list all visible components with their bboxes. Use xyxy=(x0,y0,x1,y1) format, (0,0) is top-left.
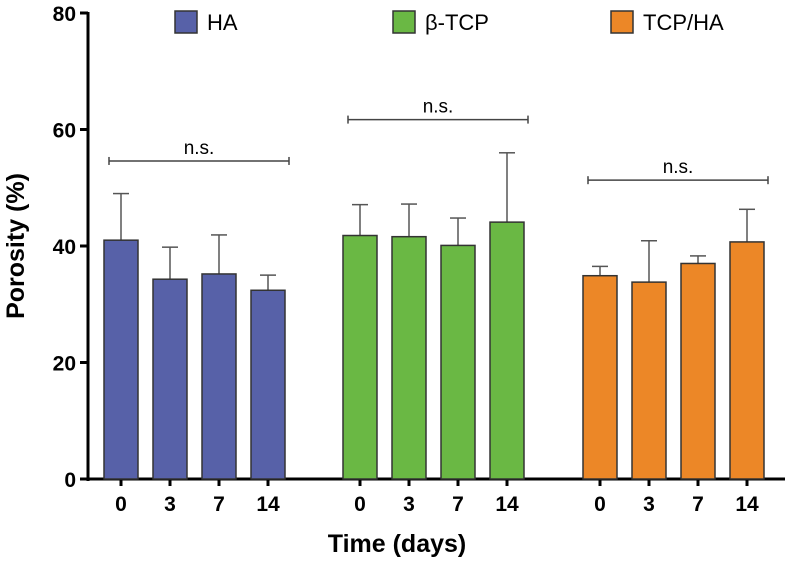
bar xyxy=(201,273,237,480)
y-tick-label: 60 xyxy=(53,120,76,143)
x-tick-label: 3 xyxy=(164,493,176,516)
bar xyxy=(103,239,139,480)
x-axis-label: Time (days) xyxy=(328,530,466,558)
bars: n.s. n.s. n.s. xyxy=(103,97,769,480)
y-axis-label: Porosity (%) xyxy=(2,173,30,319)
bar xyxy=(391,235,427,480)
y-tick-label: 0 xyxy=(64,469,76,492)
bar xyxy=(729,241,765,480)
legend-label: HA xyxy=(207,10,238,35)
legend-label: TCP/HA xyxy=(643,10,724,35)
bar xyxy=(631,281,667,480)
y-tick-label: 80 xyxy=(53,3,76,26)
bar xyxy=(440,244,476,480)
y-tick-label: 40 xyxy=(53,236,76,259)
y-tick-label: 20 xyxy=(53,353,76,376)
x-tick-label: 14 xyxy=(256,493,280,516)
bar xyxy=(582,274,618,480)
legend-swatch xyxy=(392,10,416,34)
bar xyxy=(680,262,716,480)
x-tick-label: 0 xyxy=(115,493,127,516)
x-tick-label: 3 xyxy=(403,493,415,516)
x-tick-label: 7 xyxy=(213,493,225,516)
x-tick-label: 3 xyxy=(643,493,655,516)
legend: HA β-TCP TCP/HA xyxy=(174,10,724,35)
x-tick-label: 0 xyxy=(354,493,366,516)
significance-label: n.s. xyxy=(423,97,454,118)
x-tick-label: 14 xyxy=(495,493,519,516)
significance-label: n.s. xyxy=(184,138,215,159)
x-tick-label: 7 xyxy=(692,493,704,516)
legend-label: β-TCP xyxy=(425,10,489,35)
x-tick-label: 0 xyxy=(594,493,606,516)
legend-swatch xyxy=(174,10,198,34)
bar xyxy=(152,278,188,480)
bar xyxy=(250,289,286,480)
bar xyxy=(489,221,525,480)
legend-swatch xyxy=(610,10,634,34)
significance-label: n.s. xyxy=(663,157,694,178)
x-tick-label: 14 xyxy=(735,493,759,516)
bar xyxy=(342,234,378,480)
x-tick-label: 7 xyxy=(452,493,464,516)
